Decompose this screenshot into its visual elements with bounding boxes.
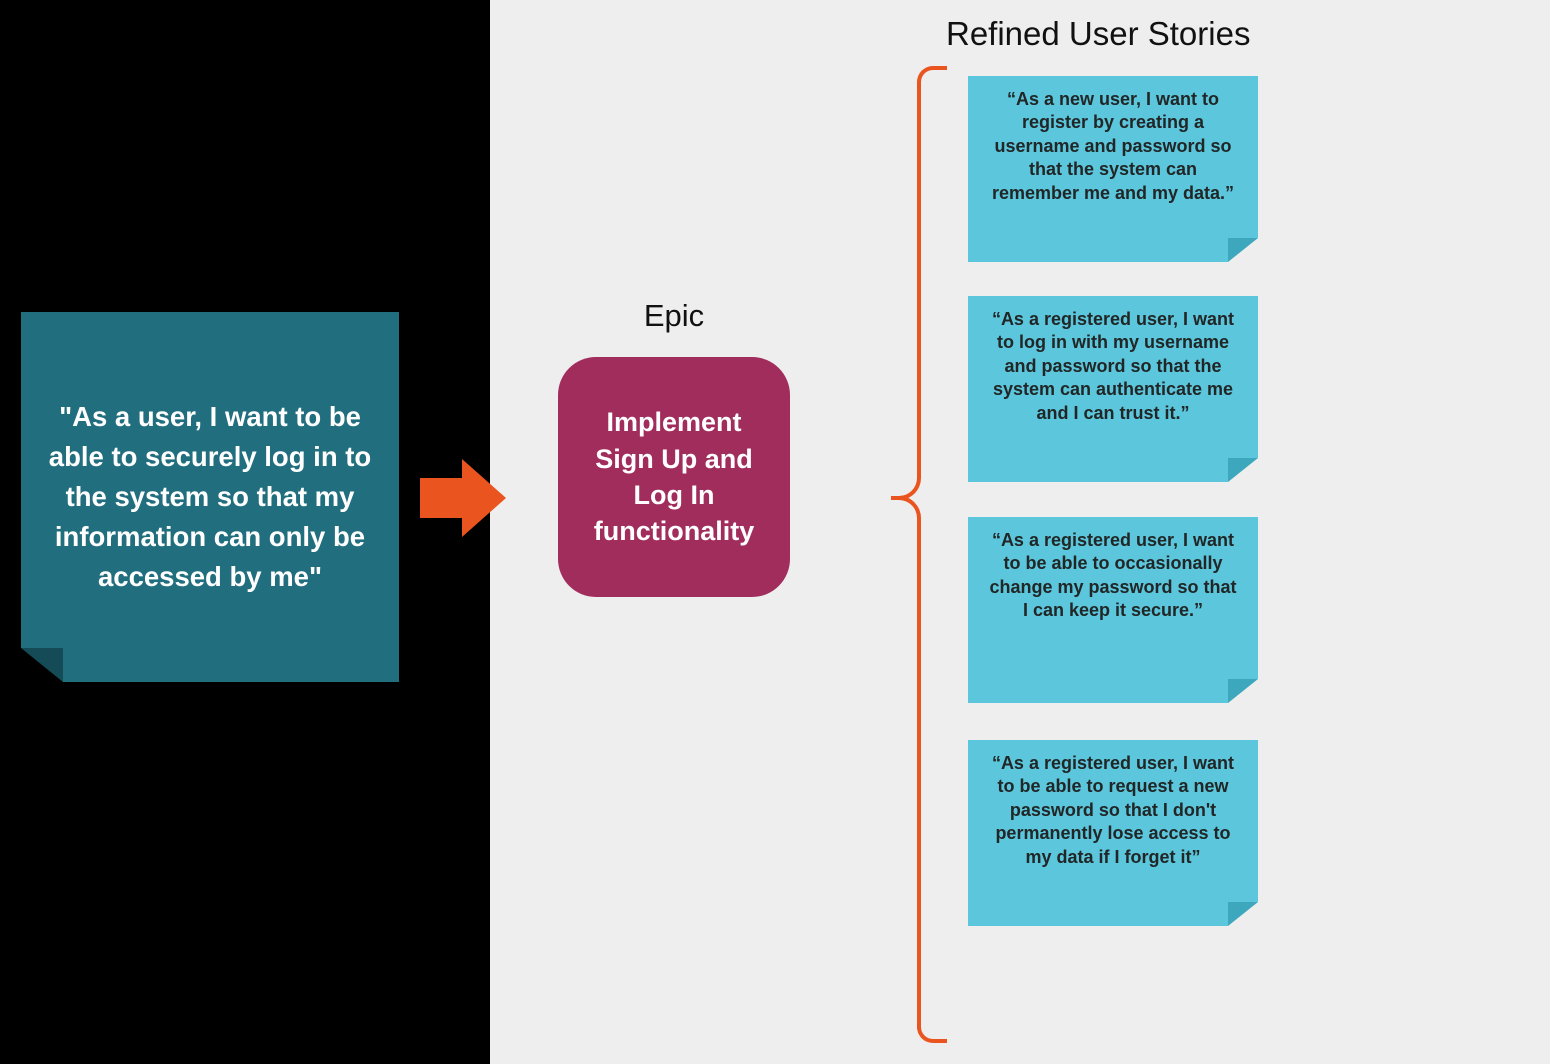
main-user-story-note: "As a user, I want to be able to securel… [21, 312, 399, 682]
user-story-note: “As a registered user, I want to be able… [968, 517, 1258, 703]
arrow-head [462, 459, 506, 537]
epic-label: Epic [558, 298, 790, 334]
user-story-text: “As a registered user, I want to be able… [968, 517, 1258, 703]
arrow-shaft [420, 478, 462, 518]
bracket-line [917, 518, 921, 1029]
epic-text: Implement Sign Up and Log In functionali… [576, 404, 772, 550]
epic-box: Implement Sign Up and Log In functionali… [558, 357, 790, 597]
user-story-text: “As a new user, I want to register by cr… [968, 76, 1258, 262]
bracket-line [917, 81, 921, 478]
user-story-note: “As a registered user, I want to be able… [968, 740, 1258, 926]
user-story-text: “As a registered user, I want to be able… [968, 740, 1258, 926]
user-story-note: “As a new user, I want to register by cr… [968, 76, 1258, 262]
user-story-note: “As a registered user, I want to log in … [968, 296, 1258, 482]
refined-stories-title: Refined User Stories [946, 15, 1250, 53]
main-user-story-text: "As a user, I want to be able to securel… [21, 312, 399, 682]
arrow-right-icon [420, 459, 510, 537]
user-story-text: “As a registered user, I want to log in … [968, 296, 1258, 482]
